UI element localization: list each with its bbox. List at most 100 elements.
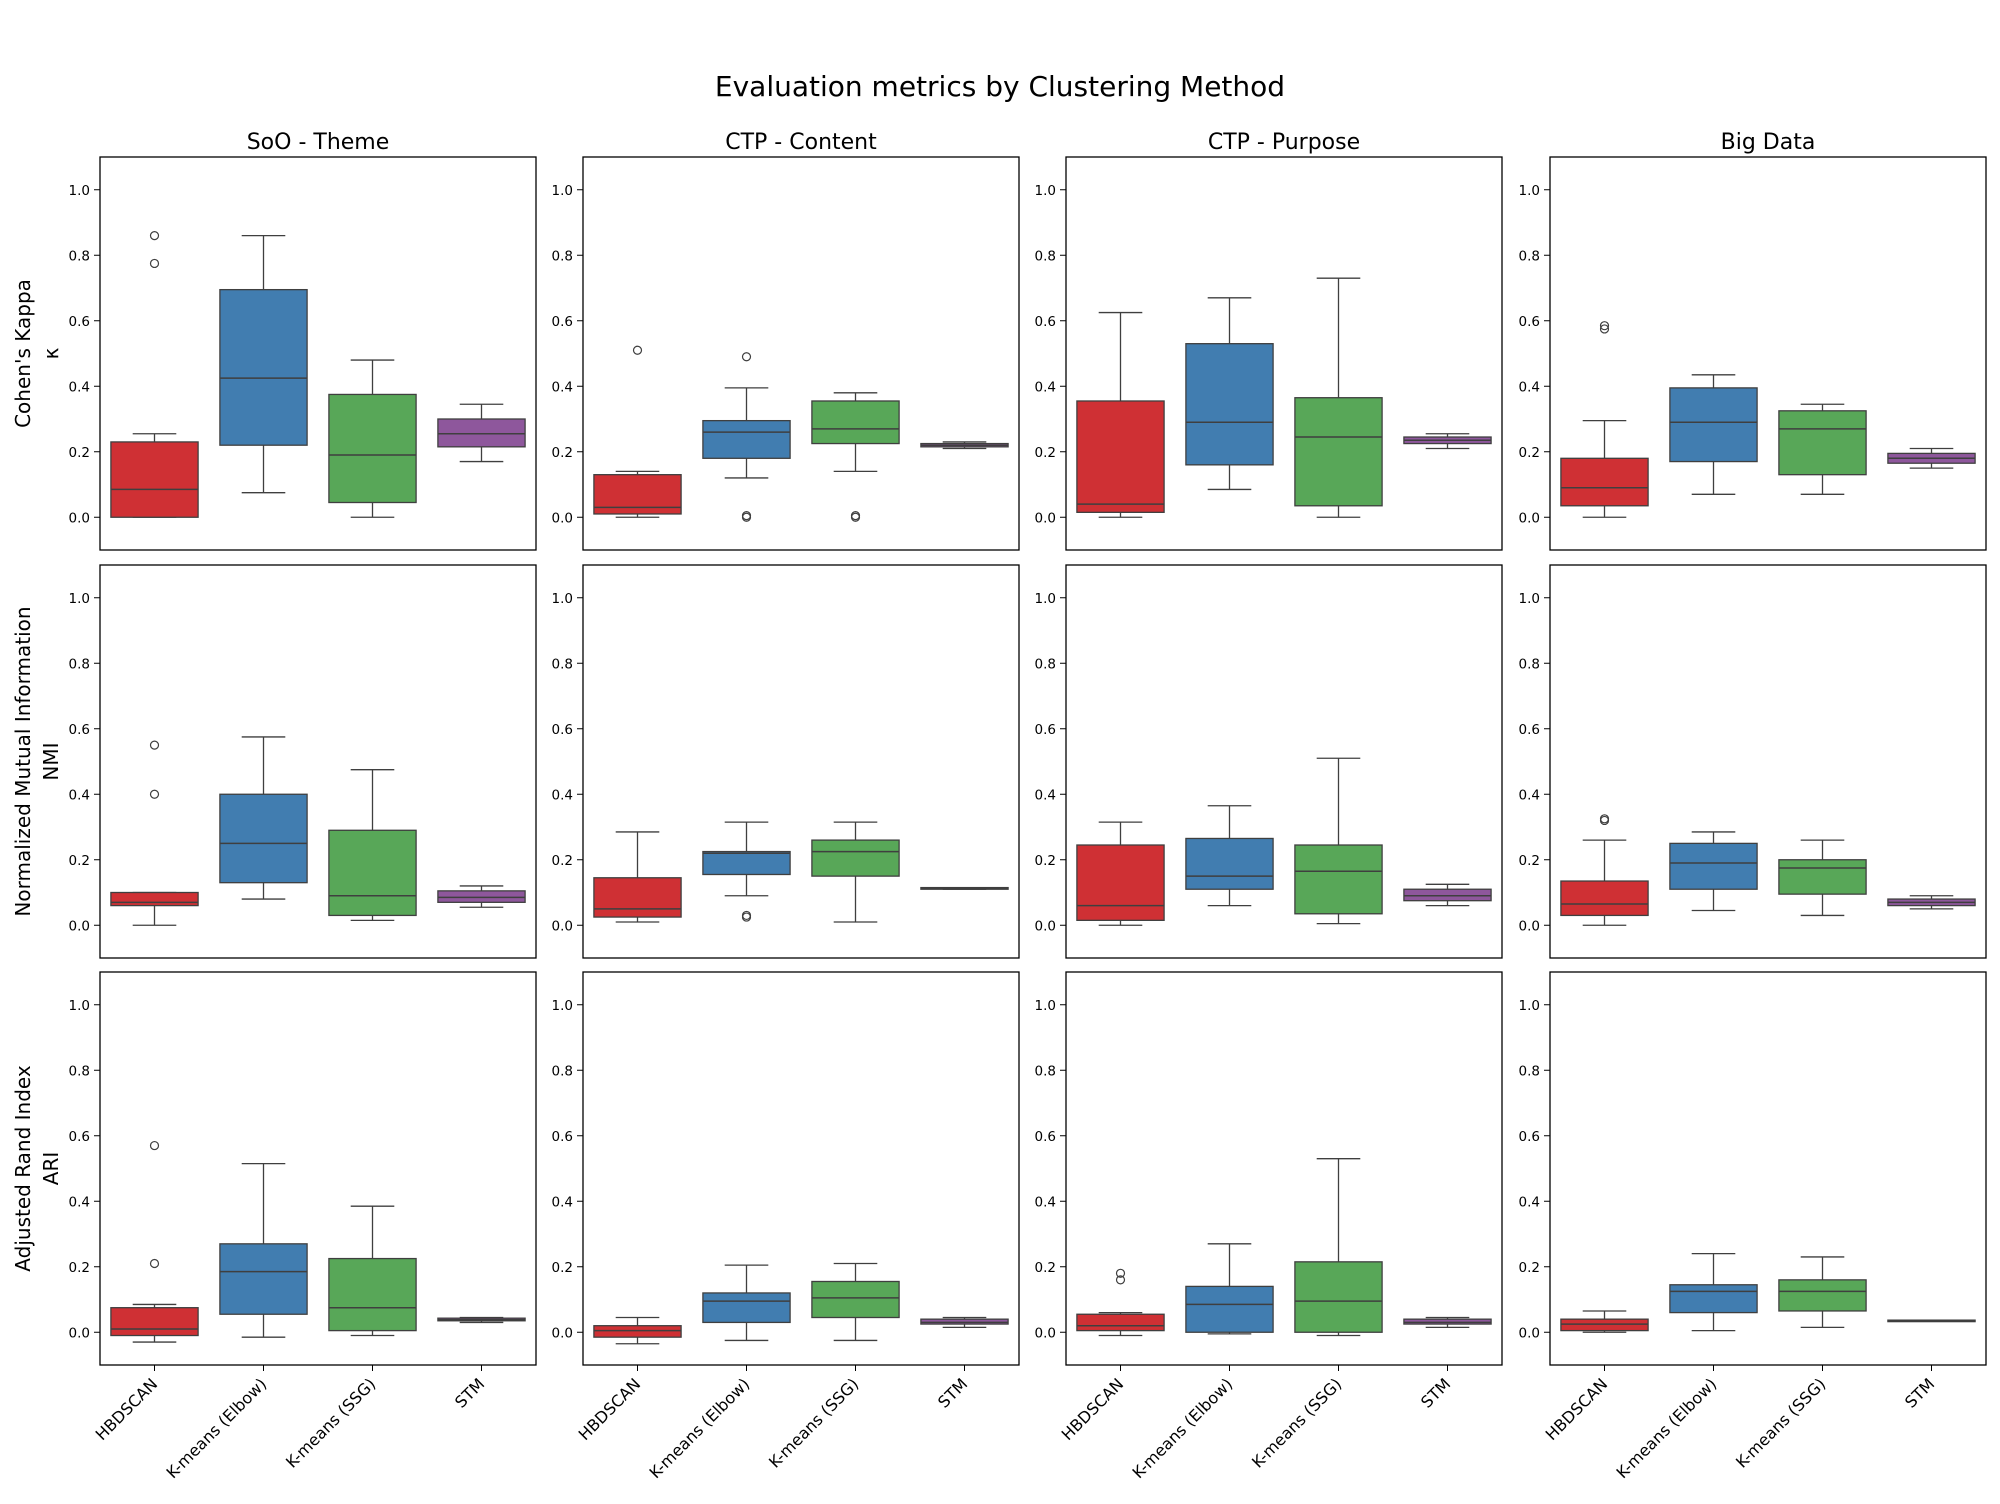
x-tick-label: K-means (Elbow) xyxy=(1613,1374,1721,1482)
y-tick-label: 0.4 xyxy=(552,1194,573,1210)
box-stm xyxy=(437,418,526,448)
box-k-means-elbow xyxy=(702,1292,791,1324)
x-tick-label: STM xyxy=(1417,1374,1454,1411)
y-tick-label: 0.4 xyxy=(1519,379,1540,395)
subplot-panel: 0.0 0.2 0.4 0.6 0.8 1.0 xyxy=(552,564,1020,959)
subplot-panel: 0.0 0.2 0.4 0.6 0.8 1.0 HBDSCAN K-means (Elbow)… xyxy=(1519,971,1987,1482)
y-tick-label: 1.0 xyxy=(1519,591,1540,607)
y-tick-label: 0.6 xyxy=(1519,314,1540,330)
y-tick-label: 0.0 xyxy=(1519,918,1540,934)
x-tick-label: STM xyxy=(934,1374,971,1411)
box-k-means-elbow xyxy=(1185,1285,1274,1333)
y-tick-label: 0.0 xyxy=(1035,510,1056,526)
x-tick-label: HBDSCAN xyxy=(1058,1374,1128,1444)
box-hbdscan xyxy=(1076,1313,1165,1332)
column-title: Big Data xyxy=(1721,130,1816,155)
box-k-means-ssg xyxy=(328,1257,417,1332)
x-tick-label: K-means (SSG) xyxy=(1248,1374,1345,1471)
y-tick-label: 0.0 xyxy=(1035,1325,1056,1341)
y-tick-label: 0.4 xyxy=(69,379,90,395)
box-k-means-ssg xyxy=(1294,397,1383,507)
box-stm xyxy=(437,890,526,903)
y-tick-label: 0.4 xyxy=(1519,1194,1540,1210)
y-tick-label: 0.4 xyxy=(1035,379,1056,395)
axes-frame xyxy=(582,156,1020,551)
box-k-means-elbow xyxy=(702,850,791,876)
column-title: CTP - Purpose xyxy=(1208,130,1360,155)
box-k-means-ssg xyxy=(811,839,900,877)
y-tick-label: 1.0 xyxy=(552,998,573,1014)
y-tick-label: 0.2 xyxy=(69,445,90,461)
box-k-means-elbow xyxy=(702,419,791,459)
y-tick-label: 1.0 xyxy=(1035,183,1056,199)
y-tick-label: 0.8 xyxy=(1035,1063,1056,1079)
y-tick-label: 0.0 xyxy=(69,510,90,526)
y-tick-label: 1.0 xyxy=(1035,998,1056,1014)
y-tick-label: 0.4 xyxy=(552,787,573,803)
y-tick-label: 1.0 xyxy=(1035,591,1056,607)
subplot-panel: SoO - Theme 0.0 0.2 0.4 0.6 0.8 1.0 xyxy=(69,130,537,551)
x-tick-label: HBDSCAN xyxy=(92,1374,162,1444)
y-tick-label: 1.0 xyxy=(69,591,90,607)
box-hbdscan xyxy=(110,1307,199,1337)
y-tick-label: 0.8 xyxy=(1035,656,1056,672)
y-tick-label: 0.0 xyxy=(1519,1325,1540,1341)
row-label: Adjusted Rand Index xyxy=(11,1065,35,1272)
y-tick-label: 0.2 xyxy=(1035,1260,1056,1276)
box-hbdscan xyxy=(593,877,682,918)
outlier-point xyxy=(149,1258,160,1269)
y-tick-label: 0.6 xyxy=(552,1129,573,1145)
y-tick-label: 0.8 xyxy=(552,248,573,264)
outlier-point xyxy=(149,258,160,269)
y-tick-label: 0.2 xyxy=(552,853,573,869)
box-stm xyxy=(920,1318,1009,1325)
box-k-means-ssg xyxy=(328,393,417,504)
x-tick-label: K-means (Elbow) xyxy=(646,1374,754,1482)
box-stm xyxy=(1403,1318,1492,1325)
box-k-means-ssg xyxy=(1294,844,1383,915)
outlier-point xyxy=(1599,324,1610,334)
box-k-means-ssg xyxy=(1778,410,1867,476)
subplot-panel: CTP - Content 0.0 0.2 0.4 0.6 0.8 1.0 xyxy=(552,130,1020,551)
axes-frame xyxy=(99,971,537,1366)
axes-frame xyxy=(582,971,1020,1366)
row-sublabel: NMI xyxy=(39,742,63,780)
y-tick-label: 0.8 xyxy=(1035,248,1056,264)
column-title: CTP - Content xyxy=(725,130,877,155)
x-tick-label: STM xyxy=(1901,1374,1938,1411)
y-tick-label: 0.8 xyxy=(1519,656,1540,672)
y-tick-label: 0.2 xyxy=(69,1260,90,1276)
y-tick-label: 0.0 xyxy=(1035,918,1056,934)
box-hbdscan xyxy=(110,891,199,907)
box-k-means-elbow xyxy=(1185,343,1274,466)
outlier-point xyxy=(850,511,861,521)
y-tick-label: 0.8 xyxy=(69,656,90,672)
y-tick-label: 0.8 xyxy=(1519,1063,1540,1079)
box-hbdscan xyxy=(1076,400,1165,513)
y-tick-label: 0.4 xyxy=(552,379,573,395)
outlier-point xyxy=(1115,1268,1126,1278)
box-hbdscan xyxy=(593,1325,682,1338)
x-tick-label: HBDSCAN xyxy=(1542,1374,1612,1444)
x-tick-label: K-means (Elbow) xyxy=(1129,1374,1237,1482)
y-tick-label: 0.4 xyxy=(1035,1194,1056,1210)
y-tick-label: 0.6 xyxy=(1519,722,1540,738)
x-tick-label: K-means (SSG) xyxy=(1732,1374,1829,1471)
y-tick-label: 1.0 xyxy=(69,998,90,1014)
y-tick-label: 0.0 xyxy=(69,1325,90,1341)
y-tick-label: 0.0 xyxy=(552,918,573,934)
y-tick-label: 0.2 xyxy=(1035,445,1056,461)
box-hbdscan xyxy=(110,441,199,518)
outlier-point xyxy=(149,740,160,750)
y-tick-label: 1.0 xyxy=(69,183,90,199)
y-tick-label: 0.4 xyxy=(1035,787,1056,803)
y-tick-label: 1.0 xyxy=(552,591,573,607)
y-tick-label: 0.4 xyxy=(1519,787,1540,803)
y-tick-label: 0.8 xyxy=(552,1063,573,1079)
y-tick-label: 0.6 xyxy=(1519,1129,1540,1145)
axes-frame xyxy=(1065,156,1503,551)
x-tick-label: STM xyxy=(451,1374,488,1411)
box-k-means-elbow xyxy=(219,793,308,884)
axes-frame xyxy=(582,564,1020,959)
outlier-point xyxy=(149,1140,160,1151)
